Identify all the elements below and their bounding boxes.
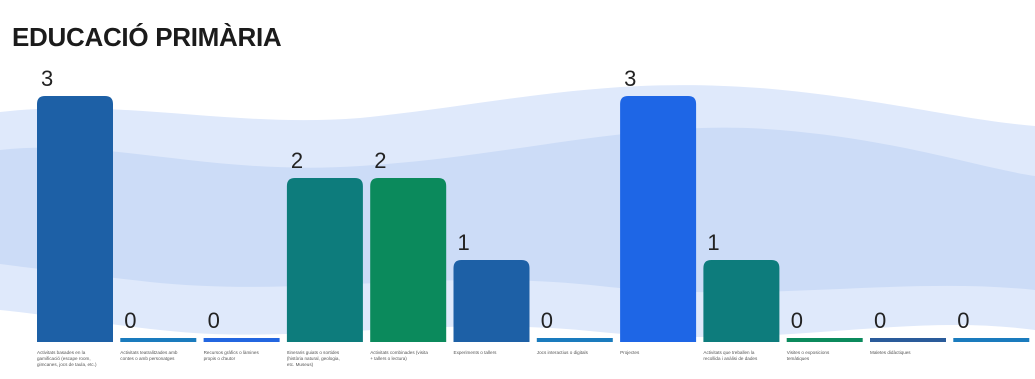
bar-5 [370, 178, 447, 342]
bar-value-label-1: 3 [41, 66, 53, 91]
category-label-4: Itineraris guiats o sortides (història na… [287, 350, 340, 367]
bar-value-label-7: 0 [541, 308, 553, 333]
bar-value-label-10: 0 [791, 308, 803, 333]
bar-12 [953, 338, 1030, 342]
bar-value-label-3: 0 [208, 308, 220, 333]
bar-value-label-2: 0 [124, 308, 136, 333]
bar-value-label-6: 1 [458, 230, 470, 255]
bar-8 [620, 96, 697, 342]
category-label-6: Experiments o tallers [454, 350, 498, 355]
bar-11 [870, 338, 946, 342]
bar-value-label-5: 2 [374, 148, 386, 173]
bar-value-label-9: 1 [707, 230, 719, 255]
bar-2 [120, 338, 197, 342]
category-labels-group: Activitats basades en la gamificació (esc… [37, 350, 911, 367]
bar-1 [37, 96, 113, 342]
bar-value-label-11: 0 [874, 308, 886, 333]
category-label-10: Visites o exposicions temàtiques [787, 350, 830, 361]
category-label-2: Activitats teatralitzades amb contes o am… [120, 350, 178, 361]
category-label-8: Projectes [620, 350, 640, 355]
bar-7 [536, 338, 613, 342]
bar-value-label-12: 0 [957, 308, 969, 333]
category-label-9: Activitats que treballen la recollida i a… [703, 350, 758, 361]
category-label-5: Activitats combinades (visita + tallers o… [370, 350, 428, 361]
category-label-7: Jocs interactius o digitals [537, 350, 589, 355]
bar-9 [703, 260, 780, 342]
category-label-3: Recursos gràfics o làmines propis o d'aut… [204, 350, 260, 361]
bar-value-label-4: 2 [291, 148, 303, 173]
bar-10 [786, 338, 863, 342]
value-labels-group: 3 0 0 2 2 1 0 3 1 0 0 0 [41, 66, 970, 333]
background-wave-mid [0, 127, 1035, 293]
bar-4 [286, 178, 363, 342]
category-label-11: Maletes didàctiques [870, 350, 911, 355]
page-title: EDUCACIÓ PRIMÀRIA [12, 22, 282, 52]
bar-value-label-8: 3 [624, 66, 636, 91]
category-label-1: Activitats basades en la gamificació (esc… [37, 350, 97, 367]
bar-6 [453, 260, 530, 342]
bar-3 [203, 338, 280, 342]
bars-group [37, 96, 1030, 342]
